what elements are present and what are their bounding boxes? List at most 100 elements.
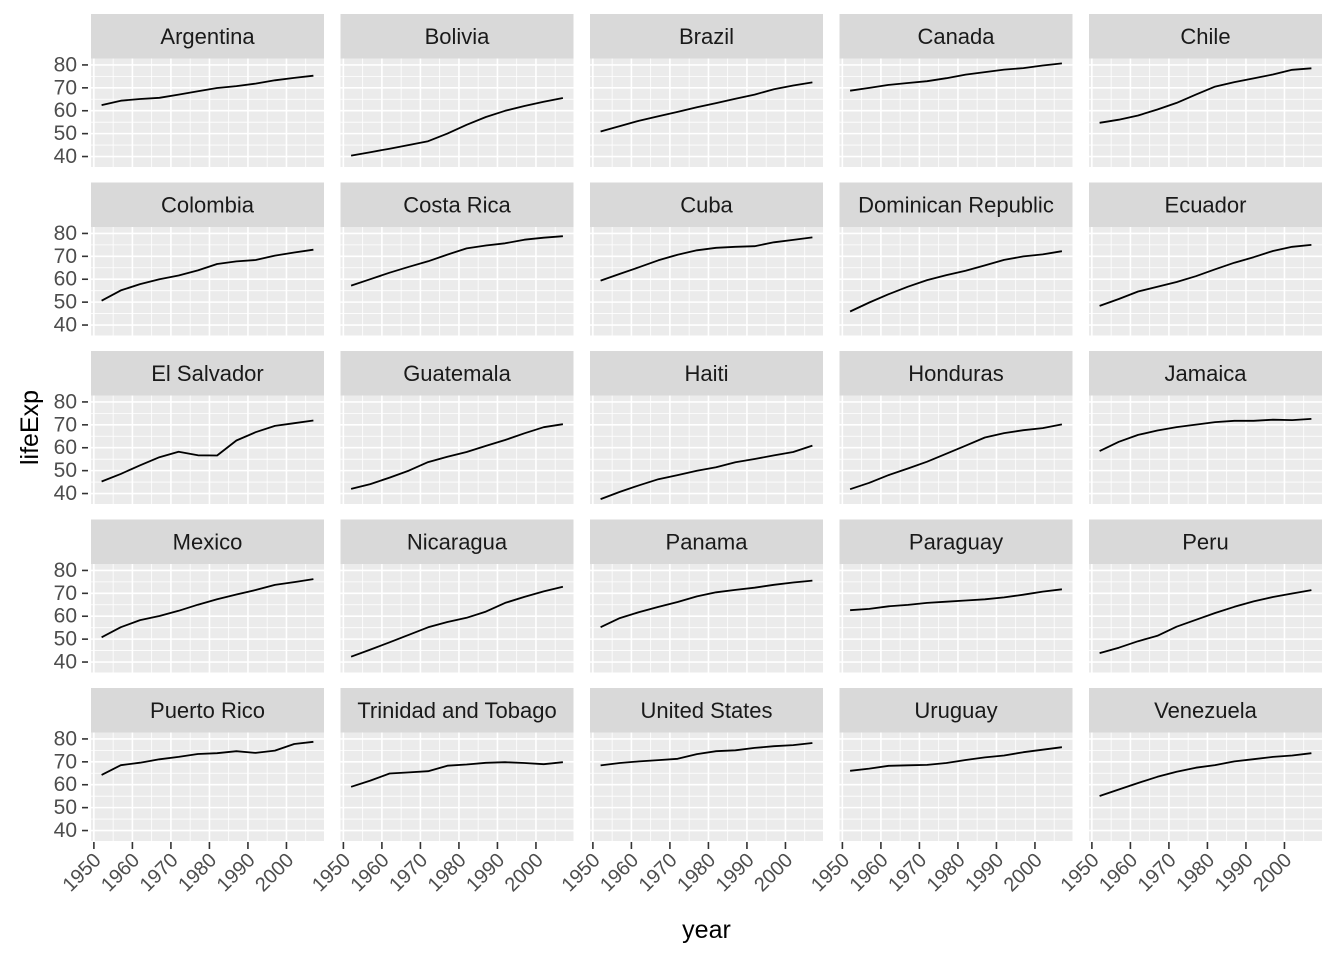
life-expectancy-line: [849, 423, 1063, 491]
life-expectancy-line: [1099, 589, 1312, 654]
facet-title: Jamaica: [1165, 361, 1248, 386]
y-tick-label: 40: [54, 651, 77, 674]
life-expectancy-line: [350, 235, 563, 287]
plot-panel: [91, 732, 324, 841]
facet-strip: [91, 14, 324, 59]
plot-panel: [91, 564, 324, 673]
y-tick-label: 70: [54, 750, 77, 773]
facet-strip: [1089, 351, 1322, 396]
plot-panel: [1089, 564, 1322, 673]
y-tick-label: 70: [54, 413, 77, 436]
facet-panel: Costa Rica: [340, 182, 574, 336]
life-expectancy-line: [1099, 752, 1312, 797]
facet-strip: [839, 182, 1073, 227]
facet-title: El Salvador: [151, 361, 264, 386]
life-expectancy-line: [101, 578, 314, 639]
facet-strip: [590, 351, 823, 396]
life-expectancy-line: [1099, 244, 1312, 307]
facet-strip: [91, 519, 324, 564]
facet-panel: Canada: [839, 14, 1073, 167]
plot-panel: [590, 395, 823, 504]
facet-panel: Guatemala: [340, 351, 574, 504]
facet-title: Guatemala: [403, 361, 511, 386]
facet-panel: Chile: [1089, 14, 1322, 167]
x-axis-title: year: [682, 916, 731, 944]
facet-panel: Dominican Republic: [839, 182, 1073, 336]
y-tick-label: 50: [54, 628, 77, 651]
plot-panel: [1089, 58, 1322, 167]
facet-panel: Haiti: [590, 351, 823, 504]
facet-title: Canada: [917, 24, 995, 49]
facet-strip: [1089, 519, 1322, 564]
plot-panel: [590, 58, 823, 167]
plot-panel: [340, 395, 574, 504]
facet-strip: [839, 688, 1073, 733]
y-tick-label: 50: [54, 796, 77, 819]
y-axis-title: lifeExp: [16, 390, 44, 465]
facet-strip: [1089, 182, 1322, 227]
facet-title: Dominican Republic: [858, 192, 1054, 217]
y-tick-label: 40: [54, 314, 77, 337]
life-expectancy-line: [101, 740, 314, 776]
facet-strip: [91, 182, 324, 227]
facet-title: Haiti: [684, 361, 728, 386]
plot-panel: [340, 564, 574, 673]
plot-panel: [91, 395, 324, 504]
facet-strip: [340, 688, 574, 733]
y-tick-label: 60: [54, 268, 77, 291]
plot-panel: [590, 732, 823, 841]
facet-panel: Peru: [1089, 519, 1322, 673]
facet-strip: [590, 688, 823, 733]
life-expectancy-line: [849, 746, 1063, 772]
plot-panel: [839, 227, 1073, 336]
plot-panel: [1089, 732, 1322, 841]
life-expectancy-line: [350, 585, 564, 658]
facet-title: Cuba: [680, 192, 733, 217]
plot-panel: [1089, 227, 1322, 336]
life-expectancy-line: [600, 579, 813, 629]
life-expectancy-line: [850, 588, 1063, 612]
plot-panel: [91, 227, 324, 336]
facet-title: Peru: [1182, 529, 1228, 554]
facet-title: Costa Rica: [403, 192, 511, 217]
life-expectancy-line: [101, 248, 314, 302]
y-tick-label: 80: [54, 559, 77, 582]
facet-strip: [91, 688, 324, 733]
life-expectancy-line: [849, 250, 1063, 313]
plot-panel: [91, 58, 324, 167]
plot-panel: [839, 564, 1073, 673]
facet-strip: [340, 351, 574, 396]
facet-strip: [91, 351, 324, 396]
facet-panel: Ecuador: [1089, 182, 1322, 336]
facet-panel: Panama: [590, 519, 823, 673]
facet-title: Puerto Rico: [150, 698, 265, 723]
plot-panel: [1089, 395, 1322, 504]
life-expectancy-line: [1099, 67, 1312, 124]
life-expectancy-line: [101, 419, 314, 483]
life-expectancy-line: [600, 444, 813, 500]
facet-title: Colombia: [161, 192, 255, 217]
facet-panel: Bolivia: [340, 14, 574, 167]
life-expectancy-line: [1099, 418, 1312, 452]
facet-strip: [340, 519, 574, 564]
facet-title: Nicaragua: [407, 529, 508, 554]
facet-title: Bolivia: [425, 24, 491, 49]
life-expectancy-line: [350, 423, 564, 490]
facet-title: Mexico: [173, 529, 243, 554]
facet-panel: Paraguay: [839, 519, 1073, 673]
y-tick-label: 80: [54, 727, 77, 750]
plot-panel: [590, 227, 823, 336]
facet-title: Uruguay: [914, 698, 997, 723]
facet-panel: Nicaragua: [340, 519, 574, 673]
facet-strip: [1089, 14, 1322, 59]
life-expectancy-line: [350, 97, 564, 157]
facet-title: Honduras: [908, 361, 1003, 386]
facet-panel: Honduras: [839, 351, 1073, 504]
y-tick-label: 80: [54, 222, 77, 245]
y-tick-label: 70: [54, 245, 77, 268]
